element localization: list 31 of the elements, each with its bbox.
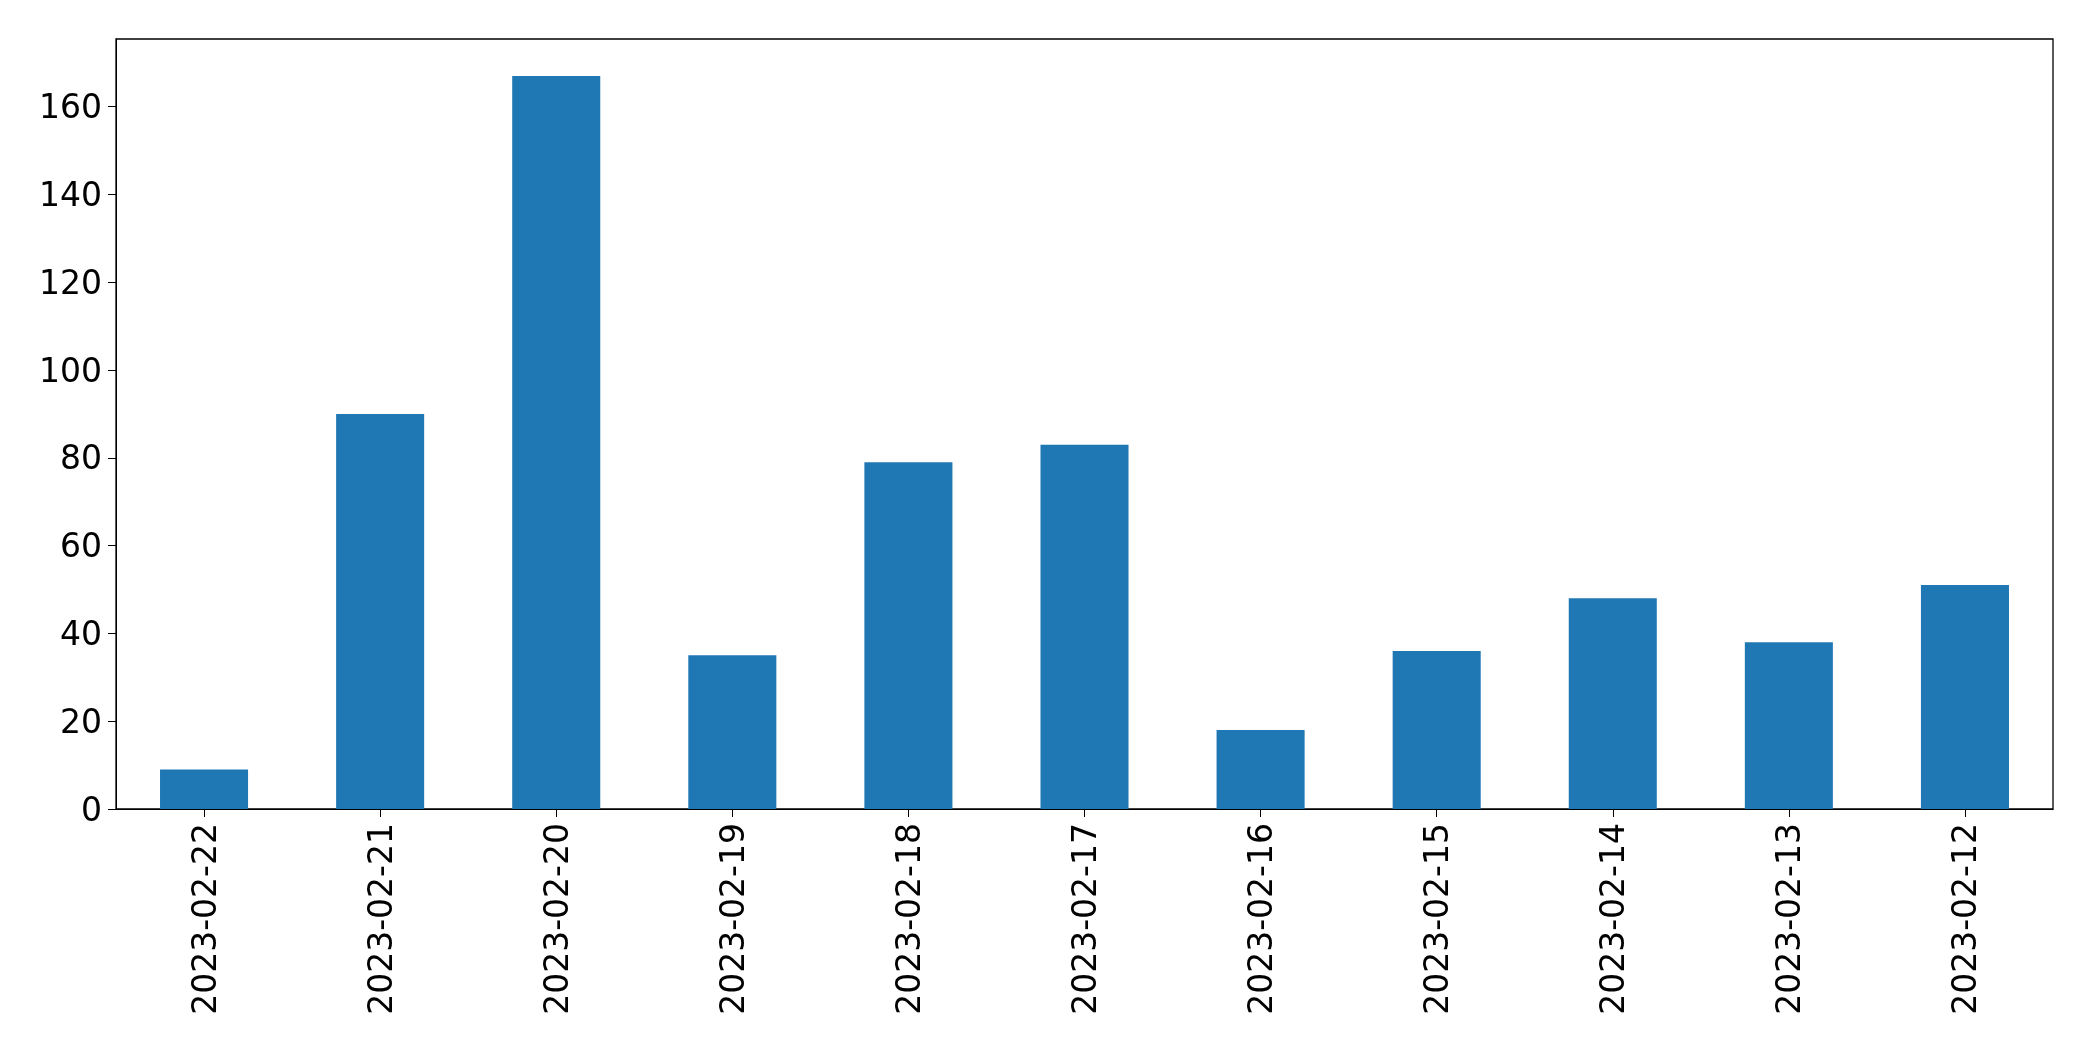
x-tick-label: 2023-02-18 <box>888 823 928 1015</box>
x-tick-label: 2023-02-13 <box>1769 823 1809 1015</box>
x-tick-label: 2023-02-16 <box>1241 823 1281 1015</box>
bar <box>1040 444 1129 809</box>
y-tick-label: 40 <box>60 613 102 653</box>
bar <box>160 769 249 809</box>
y-tick-label: 0 <box>81 789 102 829</box>
y-tick-label: 20 <box>60 701 102 741</box>
x-tick-label: 2023-02-15 <box>1417 823 1457 1015</box>
bar <box>1392 650 1481 809</box>
bar <box>688 655 777 809</box>
x-tick-label: 2023-02-17 <box>1065 823 1104 1015</box>
y-tick-label: 60 <box>60 526 102 566</box>
bar <box>1920 585 2009 809</box>
y-tick-label: 140 <box>39 174 102 214</box>
y-tick-label: 160 <box>39 87 102 127</box>
x-tick-label: 2023-02-22 <box>184 823 224 1015</box>
bar <box>336 413 425 809</box>
x-tick-label: 2023-02-14 <box>1593 823 1633 1015</box>
bar <box>1568 598 1657 809</box>
bar <box>864 462 953 809</box>
bar <box>1744 642 1833 809</box>
x-tick-label: 2023-02-12 <box>1945 823 1985 1015</box>
x-tick-label: 2023-02-20 <box>536 823 576 1015</box>
bar <box>1216 729 1305 809</box>
x-tick-label: 2023-02-21 <box>360 823 400 1015</box>
bar <box>512 75 601 809</box>
y-tick-label: 100 <box>39 350 102 390</box>
y-tick-label: 80 <box>60 438 102 478</box>
x-tick-label: 2023-02-19 <box>712 823 752 1015</box>
y-tick-label: 120 <box>39 262 102 302</box>
